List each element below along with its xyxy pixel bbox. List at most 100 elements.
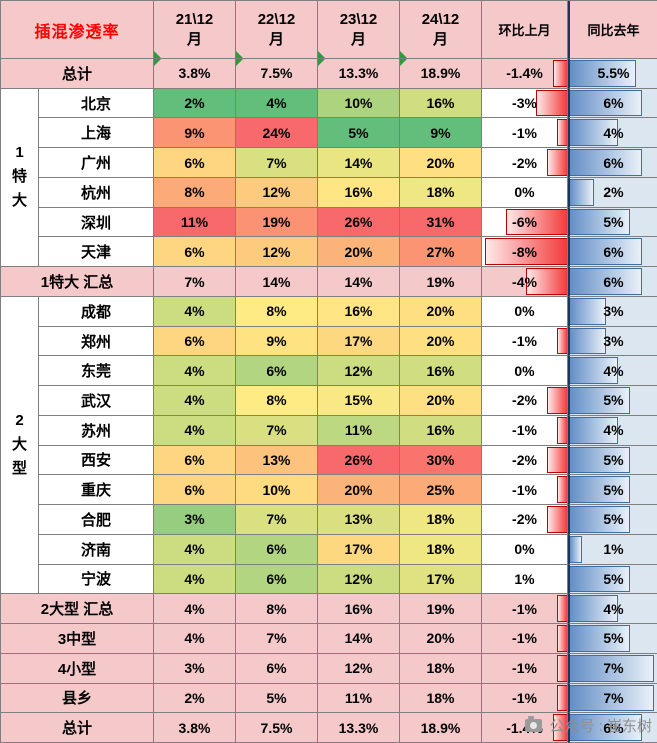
value-text: 16% xyxy=(344,184,373,201)
value-cell: 12% xyxy=(236,237,318,268)
row-label-cell: 深圳 xyxy=(39,207,154,238)
value-text: -2% xyxy=(512,451,537,468)
value-text: 6% xyxy=(603,719,624,736)
mom-cell: 0% xyxy=(482,534,568,565)
yoy-cell: 5% xyxy=(568,207,657,238)
mom-negative-databar xyxy=(556,119,567,147)
value-cell: 6% xyxy=(236,564,318,595)
yoy-cell: 5% xyxy=(568,386,657,416)
value-text: 5% xyxy=(603,570,624,587)
value-cell: 19% xyxy=(236,207,318,238)
value-cell: 4% xyxy=(154,296,236,327)
value-cell: 6% xyxy=(236,653,318,684)
value-text: 8% xyxy=(184,184,205,201)
value-cell: 27% xyxy=(400,237,482,268)
mom-negative-databar xyxy=(552,60,567,87)
row-group-label: 1 特 大 xyxy=(1,88,39,268)
value-cell: 20% xyxy=(400,386,482,416)
value-cell: 20% xyxy=(318,237,400,268)
row-label-cell: 武汉 xyxy=(39,386,154,416)
value-cell: 6% xyxy=(154,326,236,357)
mom-cell: -1% xyxy=(482,415,568,446)
value-cell: 6% xyxy=(154,475,236,506)
yoy-positive-databar xyxy=(570,357,619,385)
value-text: -1% xyxy=(512,600,537,617)
value-cell: 19% xyxy=(400,267,482,297)
value-cell: 18% xyxy=(400,653,482,684)
value-cell: 4% xyxy=(154,415,236,446)
value-cell: 8% xyxy=(236,594,318,625)
header-year-cell: 21\12 月 xyxy=(154,1,236,59)
yoy-positive-databar xyxy=(570,387,631,414)
value-cell: 4% xyxy=(154,356,236,387)
value-cell: 4% xyxy=(154,564,236,595)
mom-negative-databar xyxy=(536,89,567,117)
value-cell: 4% xyxy=(154,534,236,565)
value-text: 3% xyxy=(184,511,205,528)
value-cell: 30% xyxy=(400,445,482,476)
row-group-label: 2 大 型 xyxy=(1,296,39,595)
value-text: 20% xyxy=(426,154,455,171)
mom-cell: -2% xyxy=(482,148,568,178)
row-label-cell: 西安 xyxy=(39,445,154,476)
value-cell: 13% xyxy=(318,505,400,535)
value-text: 20% xyxy=(426,333,455,350)
row-label-cell: 东莞 xyxy=(39,356,154,387)
yoy-positive-databar xyxy=(570,684,655,712)
mom-negative-databar xyxy=(485,238,567,266)
value-cell: 15% xyxy=(318,386,400,416)
summary-label-cell: 4小型 xyxy=(1,653,154,684)
value-cell: 4% xyxy=(154,386,236,416)
value-cell: 20% xyxy=(400,624,482,654)
value-text: 7% xyxy=(266,422,287,439)
value-text: 12% xyxy=(262,243,291,260)
table-title: 插混渗透率 xyxy=(1,1,154,59)
value-text: -1% xyxy=(512,630,537,647)
yoy-cell: 7% xyxy=(568,683,657,714)
value-cell: 16% xyxy=(318,594,400,625)
value-text: 7% xyxy=(266,511,287,528)
value-text: 17% xyxy=(344,333,373,350)
value-cell: 13.3% xyxy=(318,713,400,743)
value-text: 14% xyxy=(344,630,373,647)
value-cell: 20% xyxy=(400,296,482,327)
value-text: 9% xyxy=(184,124,205,141)
value-cell: 18% xyxy=(400,505,482,535)
value-text: 5% xyxy=(603,630,624,647)
value-text: 8% xyxy=(266,303,287,320)
value-text: 18% xyxy=(426,660,455,677)
value-cell: 13.3% xyxy=(318,59,400,89)
value-text: 4% xyxy=(603,362,624,379)
yoy-positive-databar xyxy=(570,565,631,593)
value-cell: 20% xyxy=(400,148,482,178)
value-text: 6% xyxy=(266,570,287,587)
value-text: 1% xyxy=(603,541,624,558)
value-text: 10% xyxy=(344,95,373,112)
header-mom-cell: 环比上月 xyxy=(482,1,568,59)
yoy-positive-databar xyxy=(570,149,643,176)
value-cell: 14% xyxy=(318,148,400,178)
yoy-cell: 5% xyxy=(568,624,657,654)
value-text: 12% xyxy=(344,570,373,587)
value-cell: 12% xyxy=(318,356,400,387)
summary-label-cell: 县乡 xyxy=(1,683,154,714)
value-text: 18.9% xyxy=(420,719,461,736)
mom-cell: -1% xyxy=(482,683,568,714)
yoy-positive-databar xyxy=(570,446,631,474)
yoy-positive-databar xyxy=(570,268,643,295)
value-text: 6% xyxy=(184,243,205,260)
mom-negative-databar xyxy=(546,446,567,474)
value-text: 3.8% xyxy=(178,65,211,82)
value-text: 4% xyxy=(603,124,624,141)
mom-negative-databar xyxy=(546,149,567,176)
value-text: 7% xyxy=(603,689,624,706)
value-cell: 4% xyxy=(236,88,318,119)
value-text: 6% xyxy=(603,95,624,112)
value-text: 18% xyxy=(426,541,455,558)
value-cell: 10% xyxy=(236,475,318,506)
value-text: 4% xyxy=(184,541,205,558)
value-text: 4% xyxy=(184,630,205,647)
yoy-cell: 5% xyxy=(568,564,657,595)
value-cell: 11% xyxy=(318,683,400,714)
value-text: 6% xyxy=(184,154,205,171)
